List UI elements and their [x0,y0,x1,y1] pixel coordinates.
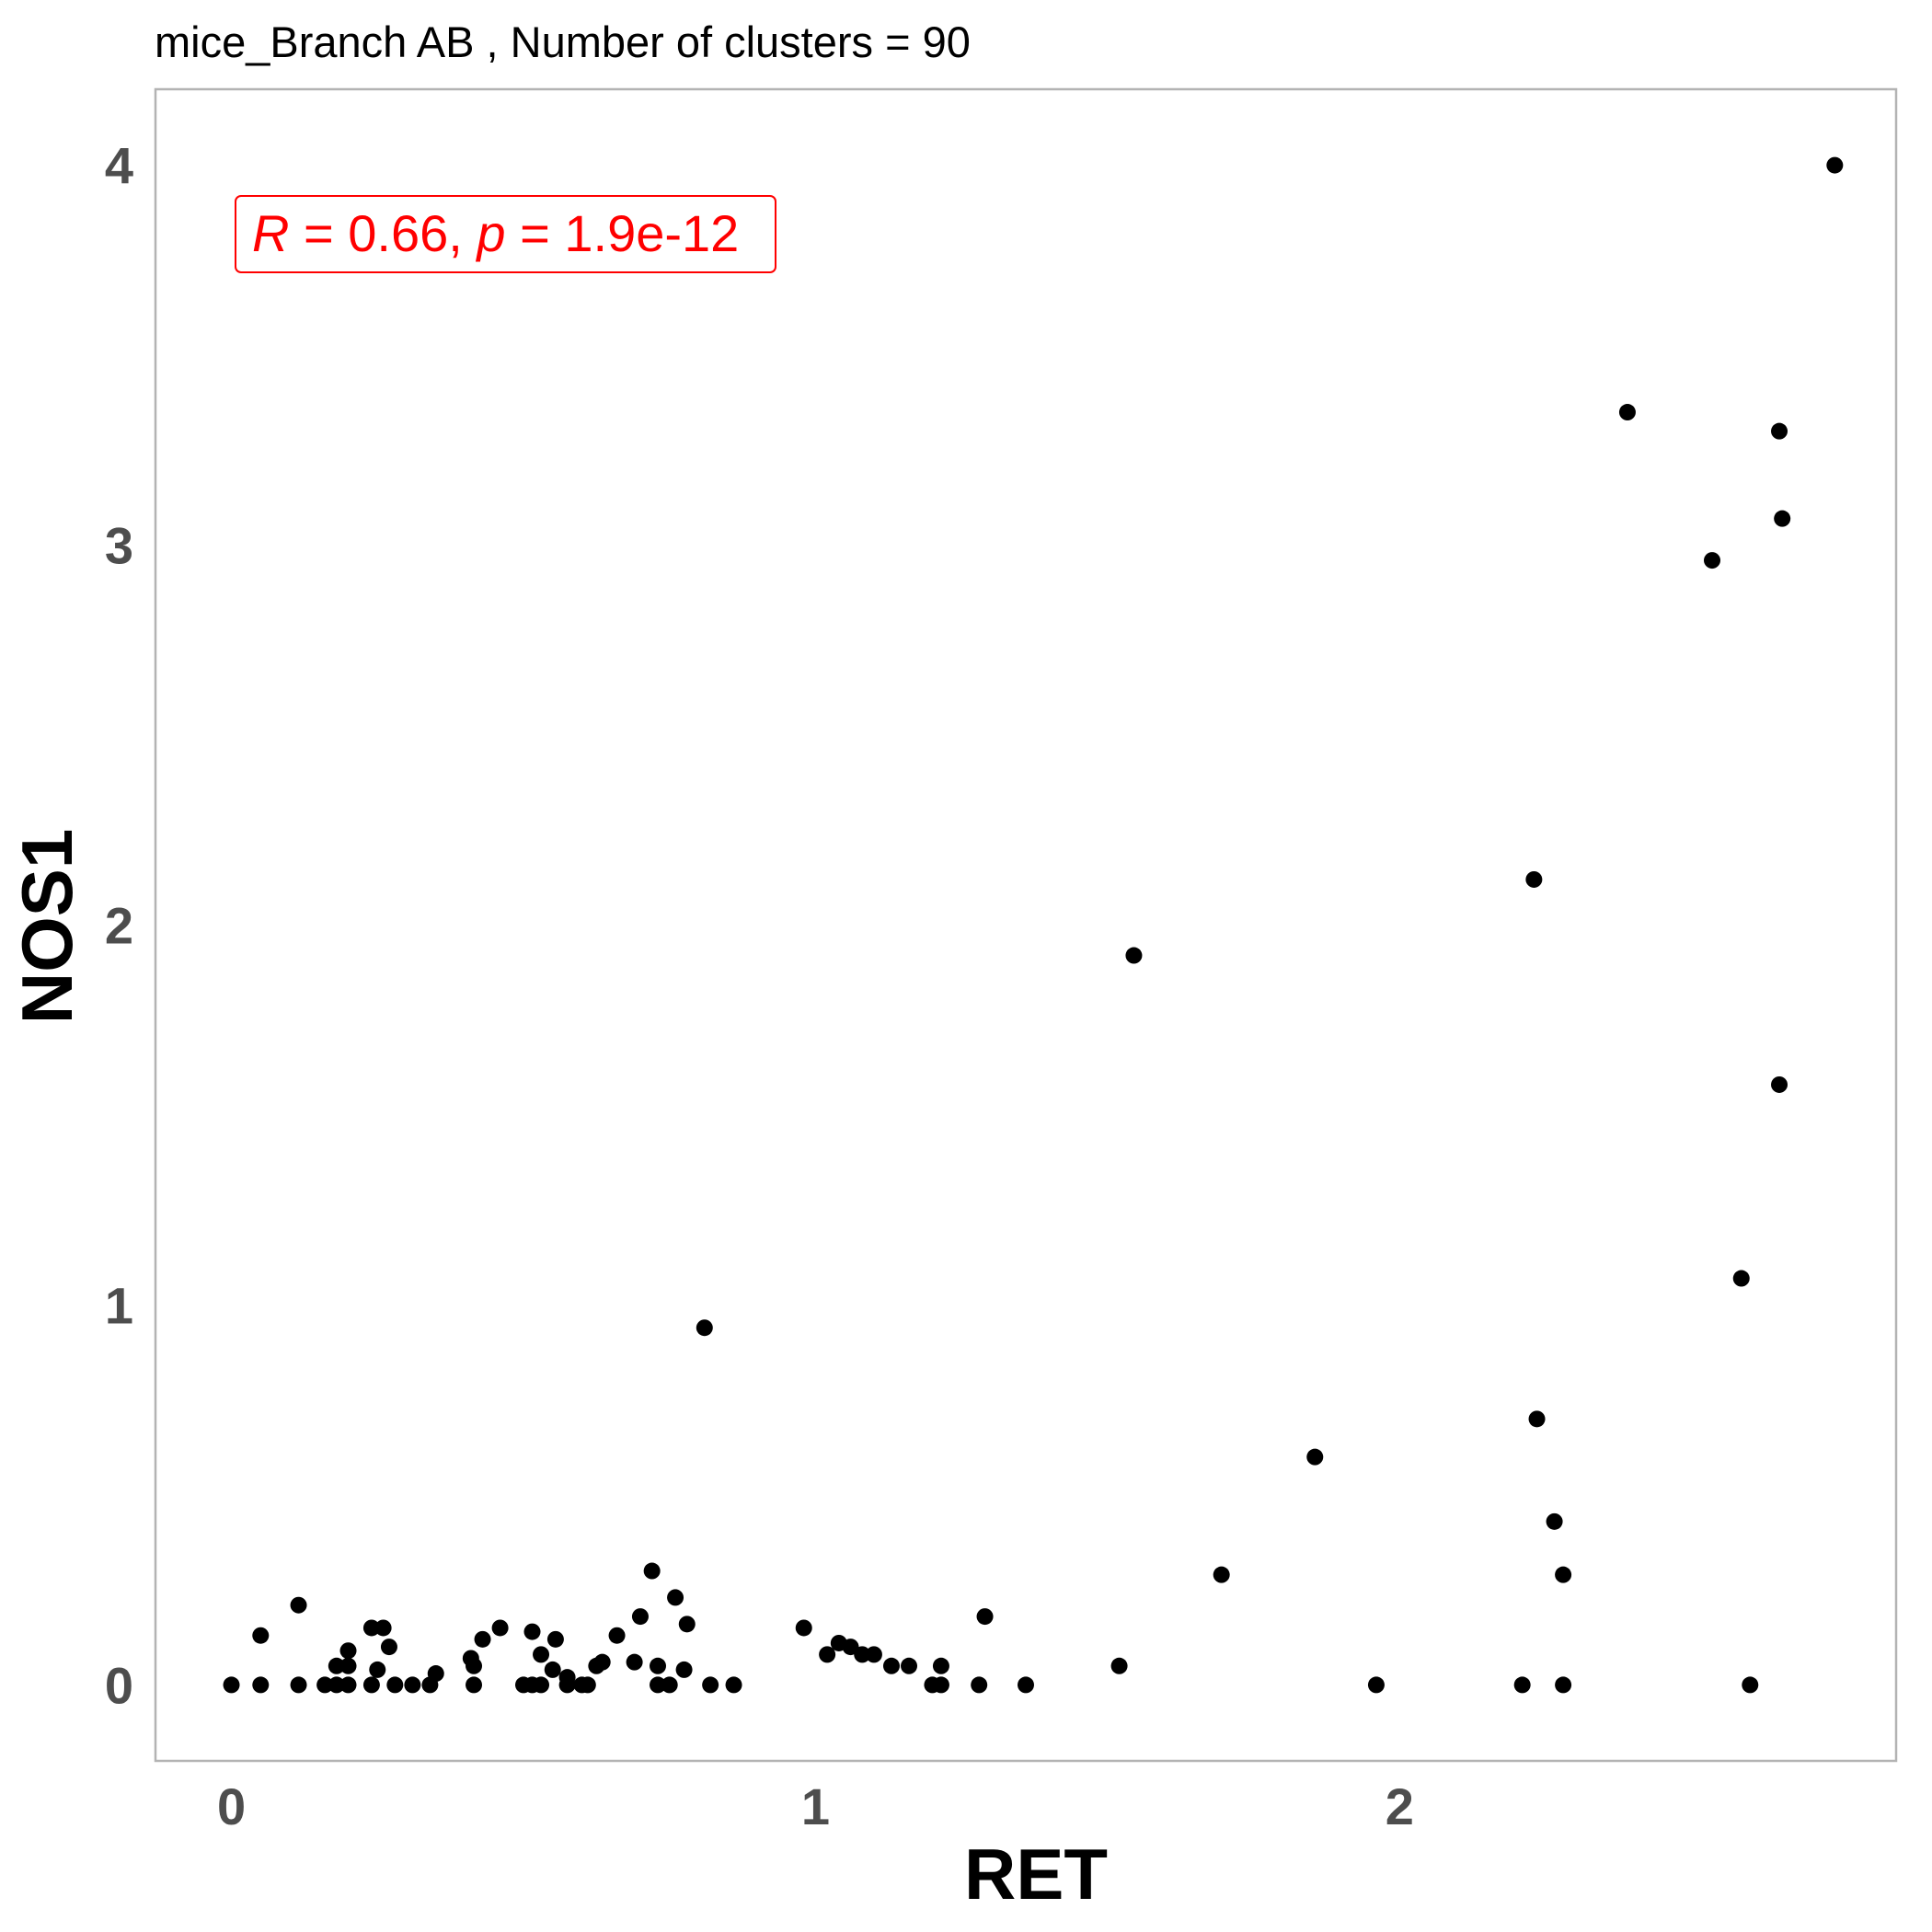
data-point [1125,947,1143,964]
data-point [1555,1566,1572,1583]
data-point [932,1657,949,1674]
data-point [579,1676,596,1694]
data-point [932,1676,949,1694]
data-point [976,1608,994,1626]
data-point [427,1665,444,1683]
x-axis-title: RET [964,1834,1108,1915]
data-point [678,1616,696,1633]
data-point [1704,552,1721,569]
plot-panel-border [154,87,1898,1763]
data-point [339,1642,357,1660]
data-point [491,1619,509,1637]
data-point [702,1676,719,1694]
data-point [252,1627,270,1644]
data-point [223,1676,240,1694]
data-point [466,1676,483,1694]
data-point [1826,156,1844,174]
data-point [523,1623,541,1640]
data-point [593,1653,611,1671]
data-point [328,1657,345,1674]
data-point [901,1657,918,1674]
data-point [380,1639,397,1656]
data-point [661,1676,678,1694]
data-point [882,1657,900,1674]
data-point [675,1661,693,1678]
data-point [696,1319,713,1337]
data-point [1546,1512,1563,1530]
data-point [842,1639,859,1656]
data-point [667,1589,684,1606]
data-point [1771,1075,1788,1093]
chart-title: mice_Branch AB , Number of clusters = 90 [155,17,971,66]
data-point [386,1676,404,1694]
correlation-annotation-box [235,195,776,273]
data-point [290,1596,307,1614]
data-point [1213,1566,1230,1583]
data-point [369,1661,386,1678]
data-point [290,1676,307,1694]
data-point [474,1630,491,1648]
data-point [1525,870,1543,888]
data-point [865,1646,882,1663]
data-point [1018,1676,1034,1694]
x-tick-label: 1 [801,1777,830,1835]
data-point [1513,1676,1531,1694]
x-tick-label: 0 [217,1777,246,1835]
r-value: = 0.66, [289,204,477,262]
data-point [466,1657,483,1674]
data-point [544,1661,561,1678]
p-value: = 1.9e-12 [506,204,740,262]
correlation-annotation-text: R = 0.66, p = 1.9e-12 [252,204,739,262]
y-tick-label: 3 [105,517,133,575]
data-point [1618,404,1636,421]
data-point [1306,1448,1324,1466]
data-point [558,1669,576,1686]
y-tick-label: 0 [105,1656,133,1714]
data-point [1771,422,1788,440]
data-point [374,1619,392,1637]
data-point [1110,1657,1128,1674]
data-point [404,1676,421,1694]
data-points [223,156,1844,1694]
data-point [650,1676,667,1694]
x-tick-label: 2 [1386,1777,1414,1835]
data-point [725,1676,742,1694]
data-point [631,1608,649,1626]
data-point [1732,1270,1750,1287]
data-point [626,1653,643,1671]
data-point [339,1676,357,1694]
data-point [650,1657,667,1674]
data-point [643,1562,661,1580]
y-tick-label: 4 [105,137,133,195]
data-point [608,1627,626,1644]
data-point [533,1676,550,1694]
y-axis-tick-labels: 0 1 2 3 4 [105,137,133,1715]
data-point [546,1630,564,1648]
data-point [971,1676,988,1694]
y-tick-label: 2 [105,897,133,955]
data-point [854,1646,871,1663]
correlation-annotation: R = 0.66, p = 1.9e-12 [235,195,776,273]
data-point [1528,1410,1546,1428]
y-axis-title: NOS1 [6,829,87,1024]
data-point [533,1646,550,1663]
x-axis-tick-labels: 0 1 2 [217,1777,1414,1835]
y-tick-label: 1 [105,1276,133,1334]
data-point [1555,1676,1572,1694]
data-point [1742,1676,1759,1694]
data-point [362,1676,380,1694]
data-point [1774,510,1791,527]
data-point [339,1657,357,1674]
r-symbol: R [252,204,289,262]
p-symbol: p [475,204,505,262]
data-point [362,1619,380,1637]
data-point [328,1676,345,1694]
data-point [316,1676,334,1694]
data-point [819,1646,836,1663]
data-point [795,1619,812,1637]
data-point [1367,1676,1385,1694]
data-point [252,1676,270,1694]
